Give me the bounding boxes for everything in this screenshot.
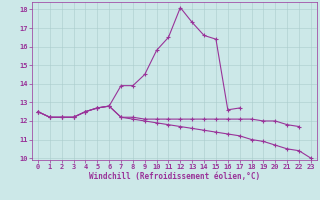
X-axis label: Windchill (Refroidissement éolien,°C): Windchill (Refroidissement éolien,°C) — [89, 172, 260, 181]
